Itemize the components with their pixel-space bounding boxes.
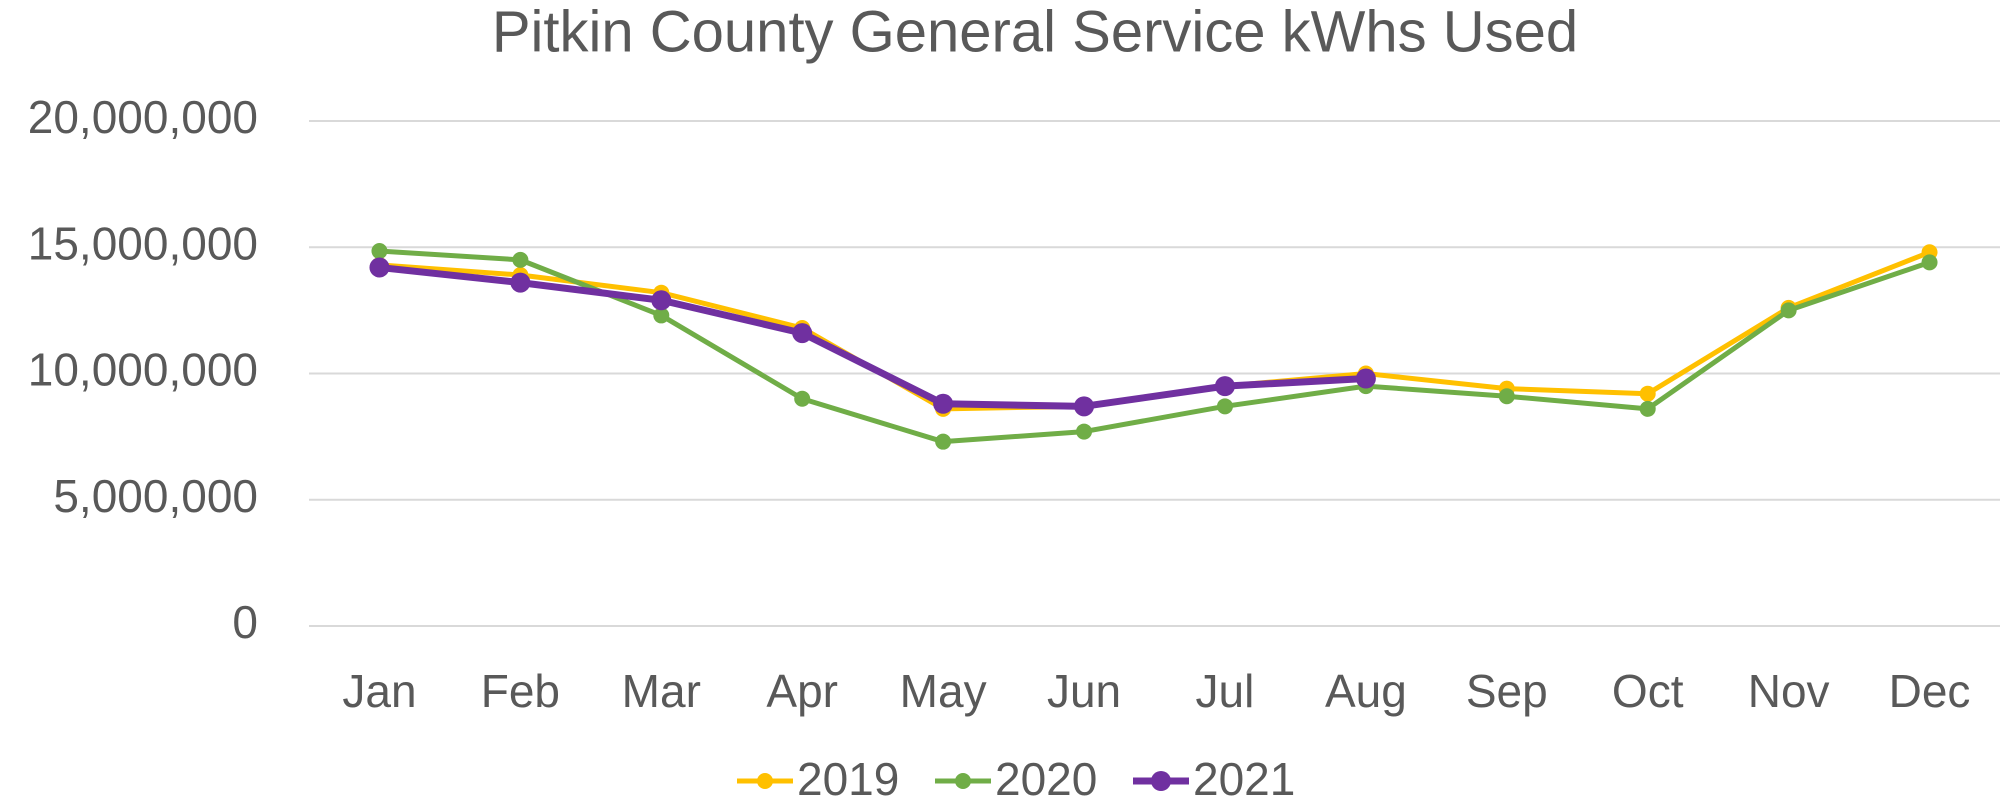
legend-label: 2021: [1193, 753, 1295, 803]
x-tick-label: Aug: [1325, 665, 1407, 717]
legend-label: 2020: [995, 753, 1097, 803]
data-point: [1921, 254, 1938, 271]
data-point: [371, 243, 388, 260]
data-point: [933, 393, 954, 414]
series-line: [379, 249, 1931, 412]
legend-marker: [757, 773, 773, 789]
data-point: [1074, 396, 1095, 417]
x-tick-label: Mar: [622, 665, 701, 717]
data-point: [1639, 385, 1656, 402]
data-point: [1076, 423, 1093, 440]
data-point: [653, 307, 670, 324]
y-tick-label: 5,000,000: [53, 470, 258, 522]
x-tick-label: May: [900, 665, 987, 717]
x-tick-label: Nov: [1748, 665, 1830, 717]
data-point: [1355, 368, 1376, 389]
data-point: [935, 433, 952, 450]
data-point: [510, 272, 531, 293]
legend-marker: [1151, 771, 1171, 791]
series-line: [379, 248, 1931, 445]
data-point: [1639, 400, 1656, 417]
chart-title: Pitkin County General Service kWhs Used: [492, 0, 1578, 64]
x-tick-label: Jul: [1196, 665, 1255, 717]
x-tick-label: Dec: [1889, 665, 1971, 717]
data-point: [1214, 376, 1235, 397]
data-point: [792, 323, 813, 344]
data-point: [1780, 302, 1797, 319]
y-tick-label: 20,000,000: [28, 91, 258, 143]
x-tick-label: Sep: [1466, 665, 1548, 717]
legend-label: 2019: [797, 753, 899, 803]
data-point: [1498, 388, 1515, 405]
x-tick-label: Feb: [481, 665, 560, 717]
data-point: [512, 251, 529, 268]
legend-marker: [955, 773, 971, 789]
x-tick-label: Jan: [342, 665, 416, 717]
data-point: [651, 290, 672, 311]
data-point: [369, 257, 390, 278]
y-tick-label: 15,000,000: [28, 217, 258, 269]
data-point: [794, 390, 811, 407]
series-line: [379, 263, 1367, 410]
x-tick-label: Jun: [1047, 665, 1121, 717]
y-tick-label: 10,000,000: [28, 344, 258, 396]
x-tick-label: Apr: [766, 665, 838, 717]
data-point: [1216, 398, 1233, 415]
y-tick-label: 0: [232, 596, 258, 648]
x-tick-label: Oct: [1612, 665, 1684, 717]
